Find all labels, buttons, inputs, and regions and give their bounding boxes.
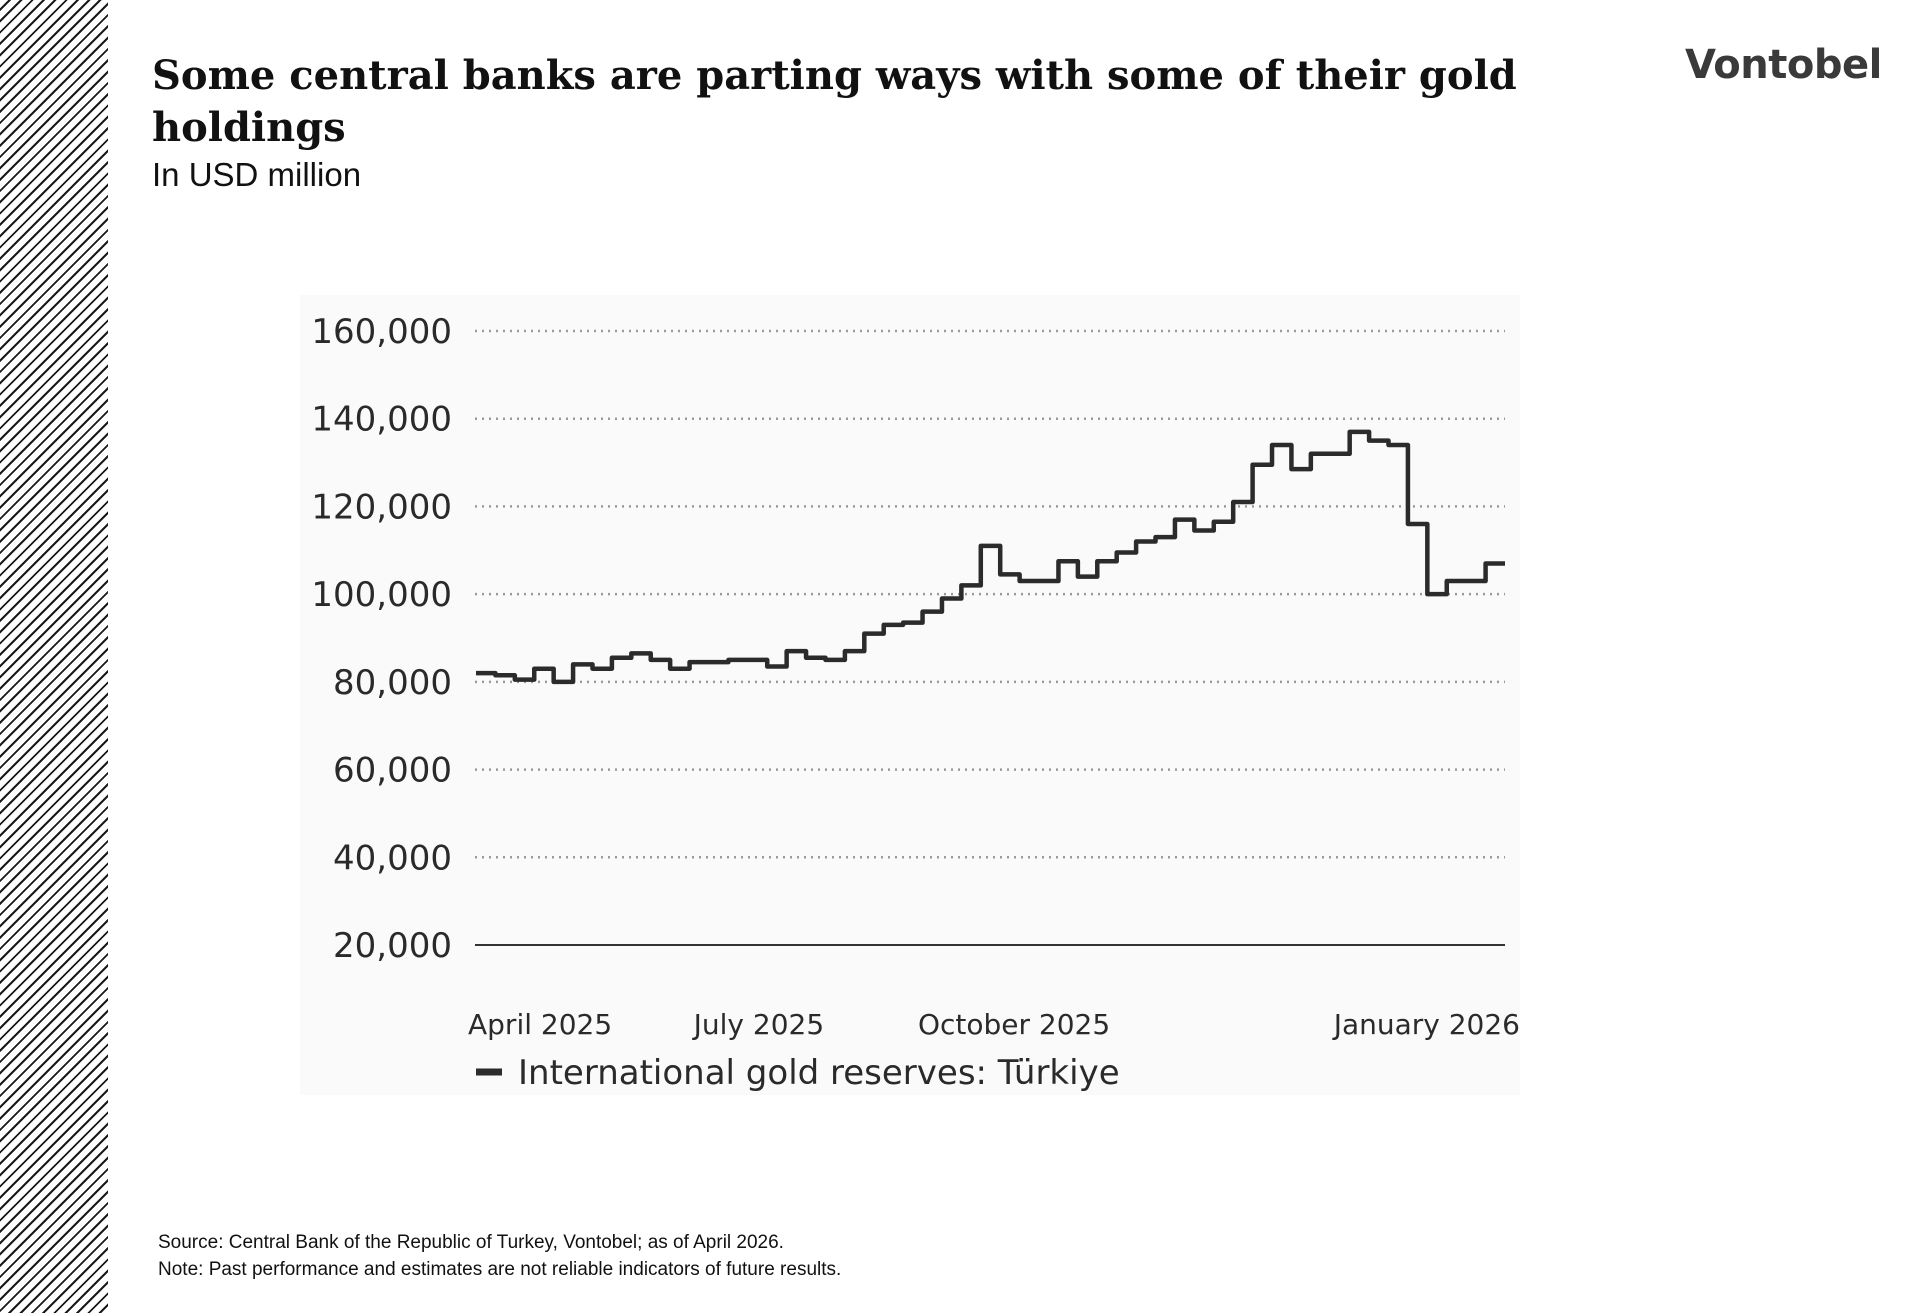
y-tick-label: 160,000 [311,312,452,352]
y-tick-label: 60,000 [333,751,452,791]
x-tick-label: July 2025 [692,1008,825,1041]
y-tick-label: 140,000 [311,400,452,440]
x-tick-label: April 2025 [468,1008,612,1041]
y-tick-label: 120,000 [311,487,452,527]
x-tick-label: January 2026 [1332,1008,1520,1041]
x-tick-label: October 2025 [918,1008,1110,1041]
page-subtitle: In USD million [152,156,362,193]
vontobel-logo: Vontobel [1685,42,1882,88]
chart-panel: 20,000 40,000 60,000 80,000 100,000 120,000 14… [300,295,1520,1095]
hatched-side-band [0,0,108,1313]
y-tick-label: 20,000 [333,926,452,966]
y-tick-label: 100,000 [311,575,452,615]
y-tick-label: 40,000 [333,838,452,878]
gold-reserves-chart: 20,000 40,000 60,000 80,000 100,000 120,000 14… [311,312,1520,1093]
disclaimer-note: Note: Past performance and estimates are… [158,1259,842,1280]
footer-notes: Source: Central Bank of the Republic of … [158,1229,841,1283]
page-title: Some central banks are parting ways with… [152,52,1517,151]
y-tick-label: 80,000 [333,663,452,703]
source-note: Source: Central Bank of the Republic of … [158,1232,784,1253]
series-line-turkiye-gold-reserves [476,429,1505,685]
legend-label: International gold reserves: Türkiye [518,1053,1120,1093]
